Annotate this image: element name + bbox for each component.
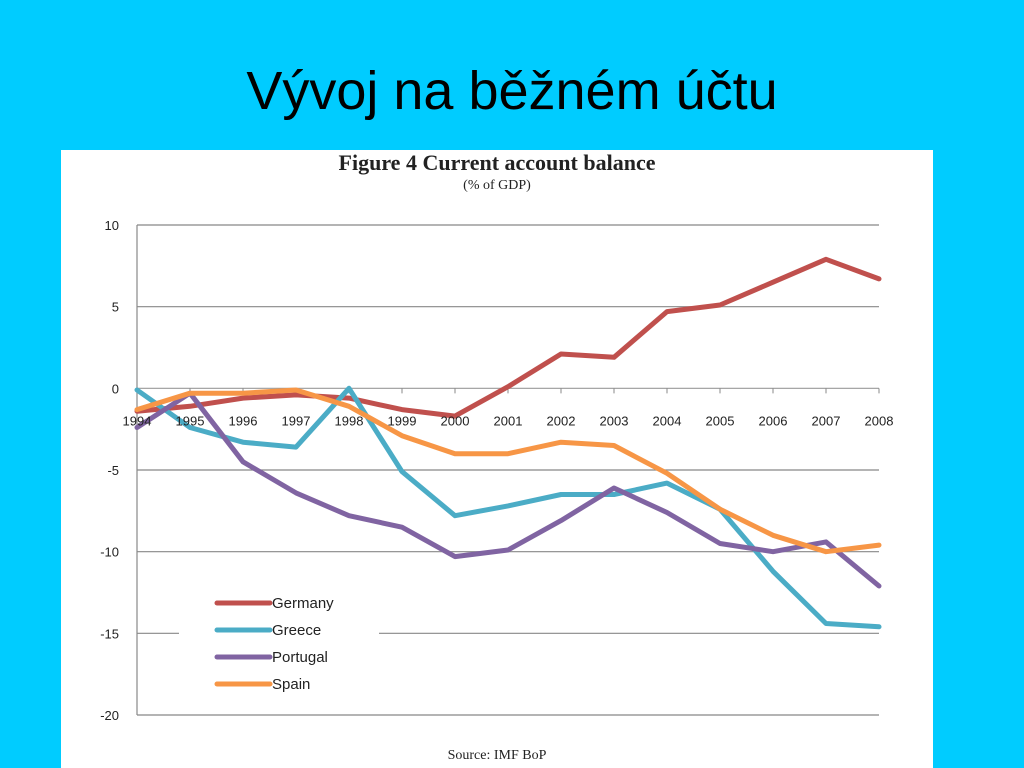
legend-label: Spain xyxy=(272,676,310,693)
x-tick-label: 2004 xyxy=(653,413,682,428)
x-tick-label: 1997 xyxy=(282,413,311,428)
x-tick-label: 2002 xyxy=(547,413,576,428)
chart-title: Figure 4 Current account balance xyxy=(338,150,656,175)
x-tick-label: 2001 xyxy=(494,413,523,428)
x-tick-label: 2008 xyxy=(865,413,894,428)
x-tick-label: 1999 xyxy=(388,413,417,428)
x-tick-layer: 1994 1995 1996 1997 1998 1999 2000 2001 2002 2003… xyxy=(123,413,894,428)
x-tick-label: 1995 xyxy=(176,413,205,428)
x-tick-label: 2006 xyxy=(759,413,788,428)
x-tick-label: 1994 xyxy=(123,413,152,428)
slide-title: Vývoj na běžném účtu xyxy=(246,61,778,121)
x-tick-label: 2003 xyxy=(600,413,629,428)
series-layer xyxy=(134,256,882,630)
x-tick-label: 2000 xyxy=(441,413,470,428)
y-tick-label: -10 xyxy=(100,545,119,560)
x-tick-label: 1998 xyxy=(335,413,364,428)
y-tick-label: 5 xyxy=(112,300,119,315)
x-tick-label: 1996 xyxy=(229,413,258,428)
line-chart: 1994 1995 1996 1997 1998 1999 2000 2001 2002 2003… xyxy=(100,218,894,723)
y-tick-label: -15 xyxy=(100,626,119,641)
chart-panel: Figure 4 Current account balance (% of G… xyxy=(61,150,933,768)
y-tick-label: -20 xyxy=(100,708,119,723)
y-tick-label: -5 xyxy=(107,463,119,478)
y-tick-label: 10 xyxy=(105,218,119,233)
legend-label: Greece xyxy=(272,622,321,639)
x-tick-label: 2005 xyxy=(706,413,735,428)
series-line-germany xyxy=(134,256,882,419)
series-line-spain xyxy=(134,387,882,555)
y-tick-label: 0 xyxy=(112,381,119,396)
x-tick-label: 2007 xyxy=(812,413,841,428)
chart-source: Source: IMF BoP xyxy=(447,748,547,763)
legend: Germany Greece Portugal Spain xyxy=(179,590,379,700)
legend-label: Portugal xyxy=(272,649,328,666)
y-tick-layer: 10 5 0 -5 -10 -15 -20 xyxy=(100,218,119,723)
series-line-portugal xyxy=(134,390,882,589)
legend-background xyxy=(179,590,379,700)
legend-label: Germany xyxy=(272,595,334,612)
chart-subtitle: (% of GDP) xyxy=(463,178,531,193)
